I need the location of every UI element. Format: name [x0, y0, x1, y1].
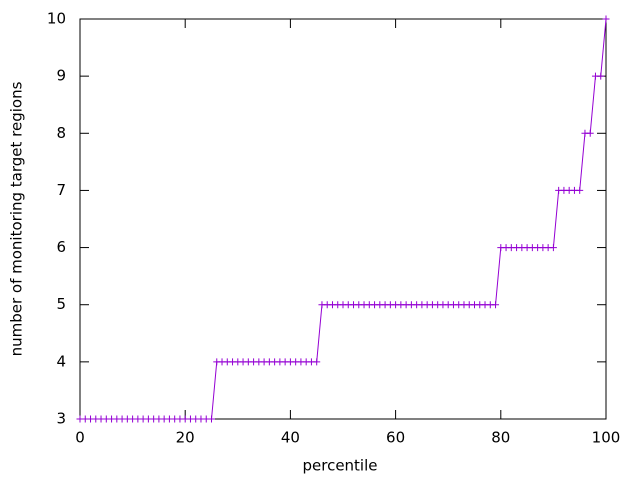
y-tick-label: 6 [56, 238, 66, 256]
x-tick-label: 0 [75, 429, 85, 447]
y-tick-label: 3 [56, 410, 66, 428]
point-marker [492, 301, 500, 309]
y-tick-label: 8 [56, 124, 66, 142]
y-tick-label: 7 [56, 181, 66, 199]
x-tick-label: 60 [386, 429, 405, 447]
point-marker [549, 244, 557, 252]
point-marker [576, 186, 584, 194]
x-tick-label: 100 [592, 429, 621, 447]
point-marker [602, 15, 610, 23]
point-marker [313, 358, 321, 366]
y-tick-label: 10 [47, 10, 66, 28]
y-tick-label: 9 [56, 67, 66, 85]
point-marker [597, 72, 605, 80]
x-tick-label: 80 [491, 429, 510, 447]
x-tick-label: 20 [176, 429, 195, 447]
y-axis-label: number of monitoring target regions [8, 81, 26, 356]
data-line [80, 18, 607, 420]
plot-frame [79, 18, 607, 420]
y-tick-label: 5 [56, 295, 66, 313]
point-marker [208, 415, 215, 423]
x-axis-label: percentile [302, 457, 377, 475]
y-tick-label: 4 [56, 352, 66, 370]
x-tick-label: 40 [281, 429, 300, 447]
point-marker [586, 129, 594, 137]
